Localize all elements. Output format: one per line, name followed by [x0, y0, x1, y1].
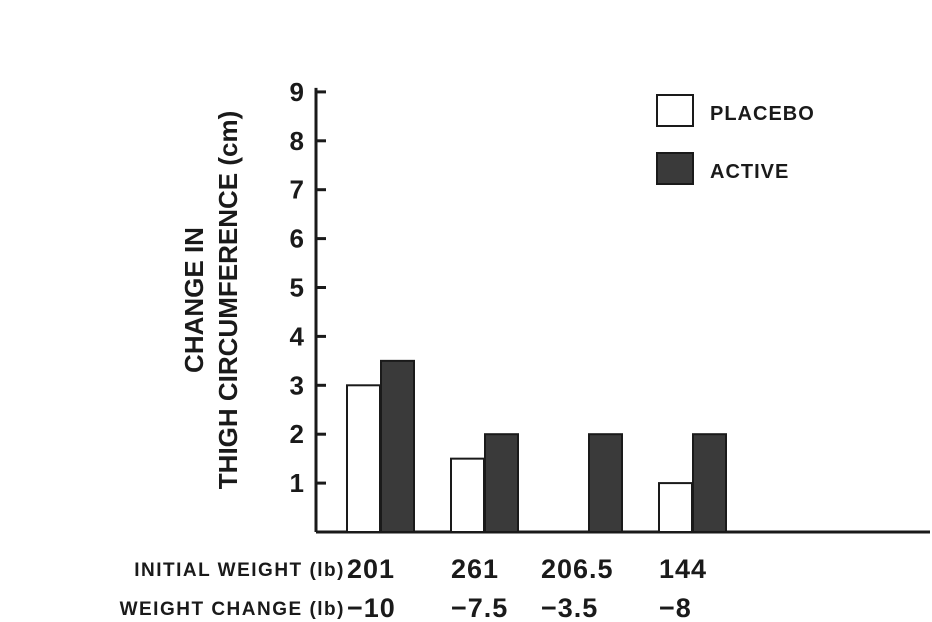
bar-placebo-2	[450, 457, 485, 533]
bar-active-1	[380, 359, 415, 533]
x-category-rows: INITIAL WEIGHT (lb) 201 261 206.5 144 WEIGHT …	[120, 554, 707, 622]
y-tick-label: 7	[290, 175, 304, 205]
x-row-value-2-4: −8	[659, 593, 692, 622]
x-row-value-2-2: −7.5	[451, 593, 508, 622]
bar-active-4	[692, 433, 727, 534]
y-axis-label-line-2: THIGH CIRCUMFERENCE (cm)	[213, 111, 243, 489]
y-ticks: 1 2 3 4 5 6 7 8 9	[290, 77, 326, 498]
x-row-value-2-1: −10	[347, 593, 396, 622]
y-tick-label: 5	[290, 273, 304, 303]
y-tick-label: 9	[290, 77, 304, 107]
legend-swatch-placebo	[656, 94, 694, 127]
y-tick-label: 6	[290, 224, 304, 254]
legend: PLACEBO ACTIVE	[656, 94, 815, 185]
y-tick-label: 3	[290, 370, 304, 400]
x-row-label-2: WEIGHT CHANGE (lb)	[120, 599, 345, 620]
bars	[346, 359, 727, 534]
x-row-value-2-3: −3.5	[541, 593, 598, 622]
x-row-value-1-3: 206.5	[541, 554, 614, 584]
x-row-value-1-2: 261	[451, 554, 499, 584]
y-tick-label: 1	[290, 468, 304, 498]
legend-label-active: ACTIVE	[710, 161, 789, 183]
bar-placebo-4	[658, 482, 693, 534]
y-tick-label: 2	[290, 419, 304, 449]
x-row-value-1-1: 201	[347, 554, 395, 584]
x-row-value-1-4: 144	[659, 554, 707, 584]
y-tick-label: 4	[290, 321, 305, 351]
y-axis-label: CHANGE IN THIGH CIRCUMFERENCE (cm)	[179, 111, 243, 489]
y-tick-label: 8	[290, 126, 304, 156]
bar-active-3	[588, 433, 623, 534]
bar-active-2	[484, 433, 519, 534]
y-axis-label-line-1: CHANGE IN	[179, 227, 209, 373]
legend-label-placebo: PLACEBO	[710, 103, 815, 125]
bar-placebo-1	[346, 384, 381, 533]
x-row-label-1: INITIAL WEIGHT (lb)	[134, 560, 345, 581]
legend-swatch-active	[656, 152, 694, 185]
